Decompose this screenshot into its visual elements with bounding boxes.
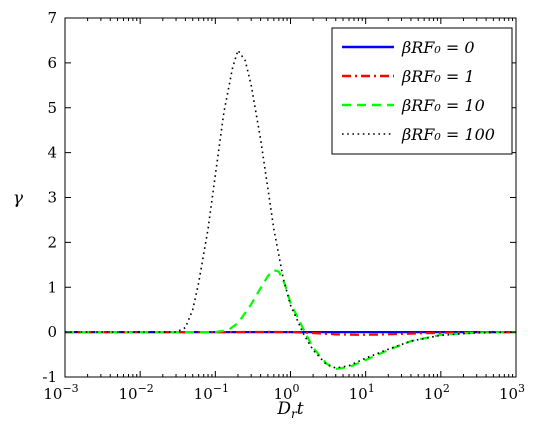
x-tick-label: 10−3 — [43, 382, 78, 403]
x-tick-label: 10−2 — [119, 382, 154, 403]
y-tick-label: 5 — [47, 99, 57, 117]
y-tick-label: 4 — [47, 144, 57, 162]
x-tick-label: 101 — [349, 382, 375, 403]
legend-label-3: βRF₀ = 10 — [401, 96, 485, 115]
legend-label-2: βRF₀ = 1 — [401, 67, 475, 86]
axes: 10−3 10−2 10−1 100 101 102 103 -1 0 1 2 3 4 5 6 7 Drt γ — [13, 9, 525, 421]
series-lines — [65, 49, 517, 371]
y-tick-label: -1 — [42, 368, 57, 386]
x-tick-label: 100 — [273, 382, 299, 403]
legend-label-4: βRF₀ = 100 — [401, 125, 495, 144]
x-tick-label: 10−1 — [194, 382, 229, 403]
legend-label-1: βRF₀ = 0 — [401, 38, 475, 57]
x-tick-label: 102 — [424, 382, 450, 403]
y-tick-label: 3 — [47, 189, 57, 207]
y-tick-label: 0 — [47, 323, 57, 341]
series-line-2 — [65, 330, 517, 336]
x-axis-label: Drt — [276, 399, 303, 421]
y-axis-label: γ — [13, 189, 24, 209]
series-line-3 — [65, 269, 517, 371]
legend: βRF₀ = 0 βRF₀ = 1 βRF₀ = 10 βRF₀ = 100 — [331, 27, 513, 155]
y-tick-label: 1 — [47, 278, 57, 296]
y-tick-label: 7 — [47, 9, 57, 27]
x-tick-label: 103 — [499, 382, 525, 403]
series-line-4 — [65, 49, 517, 369]
y-tick-label: 2 — [47, 233, 57, 251]
legend-box — [331, 27, 513, 155]
y-tick-label: 6 — [47, 54, 57, 72]
